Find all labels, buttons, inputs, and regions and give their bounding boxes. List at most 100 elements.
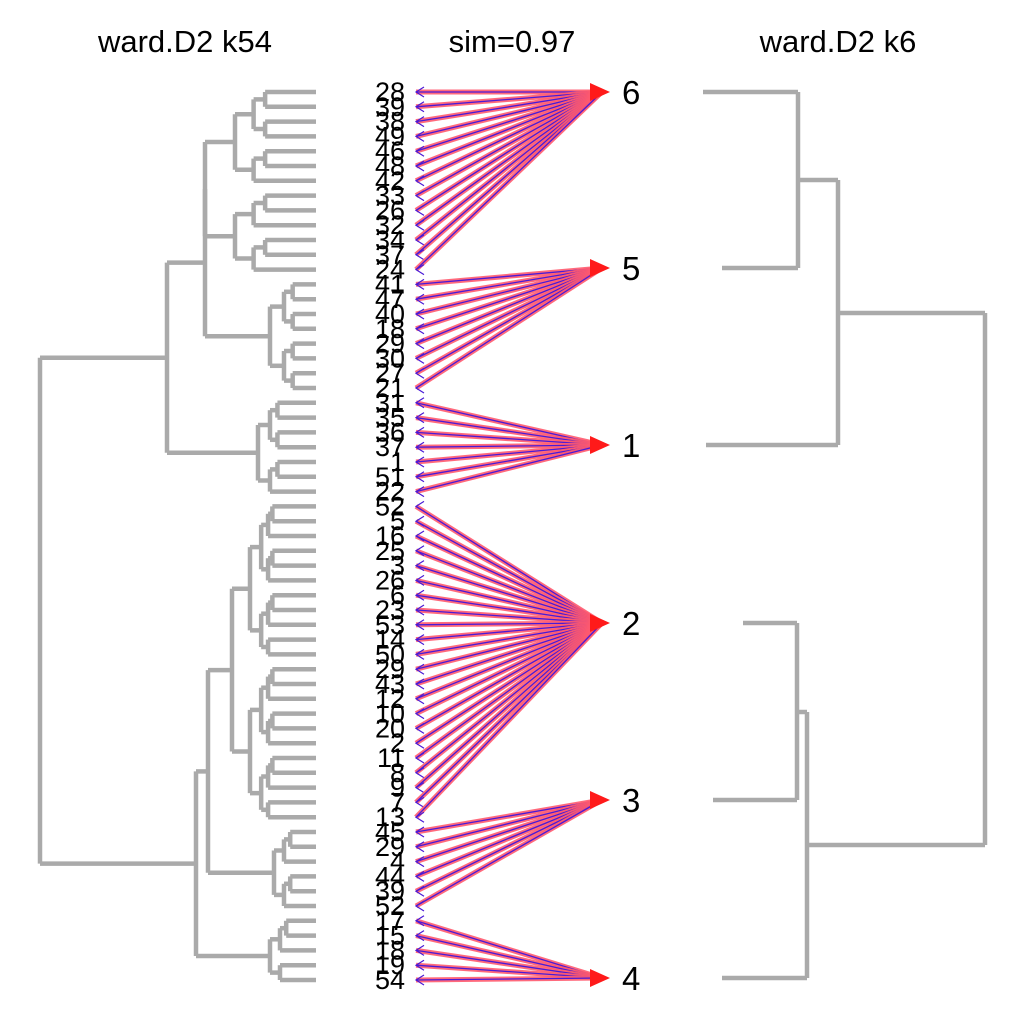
arrow-tail: [414, 752, 425, 764]
leaf-label: 2: [390, 728, 405, 758]
leaf-label: 7: [390, 787, 405, 817]
leaf-label: 43: [375, 669, 405, 699]
leaf-label: 39: [375, 876, 405, 906]
leaf-label: 42: [375, 166, 405, 196]
arrow-tail: [414, 352, 425, 364]
arrow-tail: [414, 456, 425, 468]
arrowhead: [590, 436, 610, 454]
connection-line-core: [415, 622, 603, 818]
arrow-tail: [414, 471, 425, 483]
leaf-label: 52: [375, 491, 405, 521]
leaf-label: 46: [375, 136, 405, 166]
leaf-label: 53: [375, 610, 405, 640]
arrow-tail: [414, 530, 425, 542]
arrowhead: [590, 83, 610, 101]
arrow-tail: [414, 130, 425, 142]
arrow-tail: [414, 264, 425, 276]
arrow-tail: [414, 545, 425, 557]
arrow-tail: [414, 900, 425, 912]
leaf-label: 36: [375, 417, 405, 447]
arrow-tail: [414, 782, 425, 794]
leaf-label: 44: [375, 861, 405, 891]
arrow-tail: [414, 397, 425, 409]
arrow-tail: [414, 722, 425, 734]
arrow-tail: [414, 619, 425, 631]
arrowhead: [590, 791, 610, 809]
arrowhead: [590, 259, 610, 277]
cluster-label: 1: [622, 427, 640, 464]
connection-line-core: [415, 267, 603, 389]
leaf-label: 4: [390, 847, 405, 877]
arrow-tail: [414, 708, 425, 720]
leaf-label: 29: [375, 654, 405, 684]
connection-lines: [414, 83, 610, 987]
arrow-tail: [414, 885, 425, 897]
arrow-tail: [414, 190, 425, 202]
arrow-tail: [414, 589, 425, 601]
cluster-label: 5: [622, 250, 640, 287]
arrow-tail: [414, 915, 425, 927]
leaf-label: 37: [375, 240, 405, 270]
left-dendrogram: [37, 89, 316, 983]
arrow-tail: [414, 959, 425, 971]
arrow-tail: [414, 160, 425, 172]
arrow-tail: [414, 974, 425, 986]
leaf-label: 15: [375, 921, 405, 951]
leaf-label: 29: [375, 329, 405, 359]
cluster-label: 4: [622, 960, 640, 997]
arrow-tail: [414, 767, 425, 779]
arrow-tail: [414, 870, 425, 882]
arrow-tail: [414, 382, 425, 394]
leaf-label: 49: [375, 121, 405, 151]
leaf-label: 35: [375, 403, 405, 433]
leaf-label: 25: [375, 536, 405, 566]
leaf-label: 41: [375, 269, 405, 299]
arrow-tail: [414, 219, 425, 231]
leaf-label: 52: [375, 891, 405, 921]
arrow-tail: [414, 116, 425, 128]
arrow-tail: [414, 574, 425, 586]
leaf-label: 54: [375, 965, 405, 995]
leaf-label: 34: [375, 225, 405, 255]
arrow-tail: [414, 678, 425, 690]
leaf-label: 31: [375, 388, 405, 418]
leaf-label: 24: [375, 255, 405, 285]
leaf-label: 9: [390, 773, 405, 803]
arrow-tail: [414, 278, 425, 290]
arrow-tail: [414, 944, 425, 956]
arrow-tail: [414, 367, 425, 379]
left-title: ward.D2 k54: [97, 24, 272, 59]
leaf-label: 37: [375, 432, 405, 462]
left-leaf-labels: 2839384946484233263234372441474018293027…: [375, 77, 405, 995]
arrow-tail: [414, 648, 425, 660]
leaf-label: 13: [375, 802, 405, 832]
leaf-label: 30: [375, 343, 405, 373]
arrow-tail: [414, 560, 425, 572]
arrowhead: [590, 969, 610, 987]
leaf-label: 5: [390, 506, 405, 536]
leaf-label: 26: [375, 565, 405, 595]
leaf-label: 18: [375, 314, 405, 344]
arrow-tail: [414, 856, 425, 868]
cluster-label: 3: [622, 782, 640, 819]
arrow-tail: [414, 234, 425, 246]
arrow-tail: [414, 693, 425, 705]
leaf-label: 51: [375, 462, 405, 492]
arrow-tail: [414, 145, 425, 157]
cluster-label: 2: [622, 605, 640, 642]
leaf-label: 20: [375, 713, 405, 743]
arrow-tail: [414, 634, 425, 646]
leaf-label: 28: [375, 77, 405, 107]
leaf-label: 40: [375, 299, 405, 329]
leaf-label: 14: [375, 625, 405, 655]
arrow-tail: [414, 604, 425, 616]
leaf-label: 19: [375, 950, 405, 980]
leaf-label: 26: [375, 195, 405, 225]
leaf-label: 11: [377, 743, 405, 773]
arrow-tail: [414, 204, 425, 216]
leaf-label: 17: [375, 906, 405, 936]
arrow-tail: [414, 426, 425, 438]
arrow-tail: [414, 338, 425, 350]
arrow-tail: [414, 249, 425, 261]
leaf-label: 3: [390, 551, 405, 581]
